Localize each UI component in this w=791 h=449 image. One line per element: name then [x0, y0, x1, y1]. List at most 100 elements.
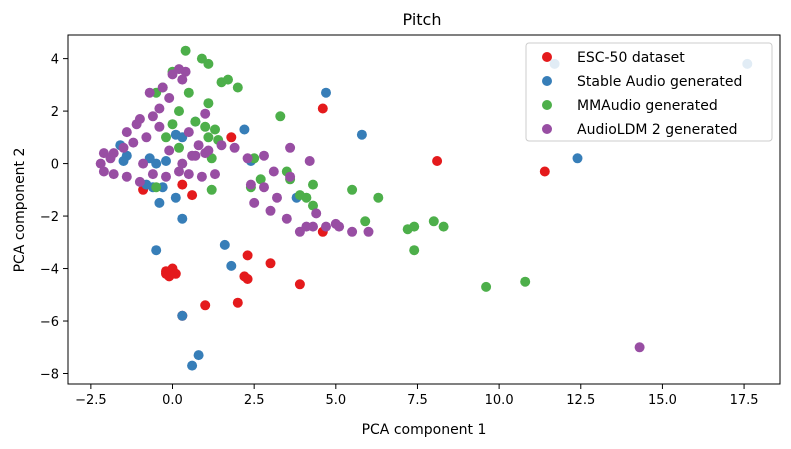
point-series-3-1: [167, 69, 178, 80]
point-series-3-45: [308, 221, 318, 232]
point-series-3-49: [334, 221, 345, 232]
point-series-2-0: [180, 45, 191, 56]
y-tick-label: 2: [51, 105, 59, 120]
legend-box: [525, 42, 773, 142]
point-series-1-22: [226, 260, 237, 271]
point-series-1-4: [321, 87, 331, 98]
point-series-0-4: [317, 103, 328, 114]
point-series-3-8: [147, 111, 158, 122]
point-series-2-5: [232, 82, 243, 93]
point-series-3-58: [164, 145, 175, 156]
point-series-2-2: [203, 58, 214, 69]
point-series-3-19: [98, 166, 109, 177]
point-series-3-43: [304, 156, 315, 166]
legend-marker-1: [542, 76, 552, 86]
point-series-2-4: [223, 74, 233, 85]
point-series-3-7: [154, 103, 165, 114]
point-series-3-61: [210, 169, 220, 180]
y-axis-ticks: −8 −6 −4 −2 0 2 4: [40, 53, 68, 383]
point-series-1-5: [239, 124, 250, 135]
point-series-3-36: [259, 182, 269, 193]
point-series-3-39: [265, 205, 276, 216]
legend-marker-3: [542, 124, 552, 134]
x-tick-label: 12.5: [566, 393, 595, 408]
point-series-0-12: [294, 279, 305, 290]
point-series-2-34: [428, 216, 439, 227]
point-series-3-31: [216, 140, 227, 151]
point-series-2-41: [206, 184, 217, 195]
y-tick-label: −4: [40, 263, 59, 278]
point-series-1-23: [177, 310, 188, 321]
point-series-3-5: [177, 74, 188, 85]
point-series-3-40: [272, 192, 282, 203]
point-series-3-24: [161, 171, 171, 182]
point-series-2-37: [520, 276, 531, 287]
point-series-0-19: [232, 297, 243, 308]
point-series-2-6: [203, 98, 214, 109]
point-series-2-20: [255, 174, 266, 185]
point-series-2-12: [210, 124, 220, 135]
point-series-0-9: [265, 258, 276, 269]
point-series-3-14: [118, 142, 129, 153]
y-axis-label: PCA component 2: [12, 148, 28, 273]
x-tick-label: 7.5: [407, 393, 428, 408]
point-series-3-57: [187, 150, 198, 161]
point-series-1-25: [187, 360, 198, 371]
y-tick-label: −8: [40, 368, 59, 383]
point-series-2-42: [151, 182, 162, 193]
legend: ESC-50 dataset Stable Audio generated MMAu…: [525, 42, 773, 142]
legend-label-3: AudioLDM 2 generated: [577, 122, 738, 138]
point-series-3-62: [183, 127, 194, 138]
point-series-2-32: [409, 221, 420, 232]
point-series-2-36: [481, 281, 492, 292]
point-series-2-9: [174, 106, 184, 117]
point-series-3-20: [108, 169, 119, 180]
x-axis-ticks: −2.5 0.0 2.5 5.0 7.5 10.0 12.5 15.0 17.5: [75, 384, 759, 408]
point-series-3-46: [311, 208, 322, 219]
point-series-3-50: [347, 226, 358, 237]
point-series-2-27: [308, 200, 318, 211]
point-series-1-17: [154, 197, 165, 208]
point-series-2-14: [161, 132, 171, 143]
point-series-1-3: [356, 129, 367, 140]
point-series-3-10: [131, 119, 142, 130]
point-series-3-53: [294, 226, 305, 237]
point-series-2-13: [167, 119, 178, 130]
plot-frame: [67, 34, 781, 385]
point-series-0-6: [539, 166, 550, 177]
legend-label-2: MMAudio generated: [577, 98, 718, 114]
point-series-3-11: [154, 121, 165, 132]
x-tick-label: −2.5: [75, 393, 107, 408]
legend-marker-2: [542, 100, 552, 110]
point-series-1-24: [193, 350, 204, 361]
point-series-3-17: [105, 153, 116, 164]
point-series-2-24: [301, 192, 312, 203]
point-series-3-42: [285, 171, 296, 182]
point-series-1-19: [177, 213, 188, 224]
point-series-2-11: [200, 121, 211, 132]
x-tick-label: 17.5: [730, 393, 759, 408]
point-series-3-13: [128, 137, 139, 148]
point-series-3-59: [121, 127, 132, 138]
point-series-3-22: [134, 176, 145, 187]
point-series-0-18: [200, 300, 211, 311]
y-tick-label: 4: [51, 53, 59, 68]
point-series-3-34: [259, 150, 269, 161]
point-series-0-1: [177, 179, 188, 190]
point-series-3-41: [285, 142, 296, 153]
point-series-3-54: [634, 342, 645, 353]
point-series-3-55: [200, 108, 211, 119]
point-series-3-2: [180, 66, 191, 77]
point-series-3-4: [164, 93, 175, 103]
x-tick-label: 2.5: [244, 393, 265, 408]
point-series-3-28: [177, 158, 188, 169]
point-series-3-33: [242, 153, 253, 164]
point-series-0-16: [170, 268, 181, 279]
point-series-3-6: [144, 87, 155, 98]
y-tick-label: 0: [51, 158, 59, 173]
y-tick-label: −2: [40, 210, 59, 225]
point-series-3-18: [95, 158, 106, 169]
x-tick-label: 10.0: [485, 393, 514, 408]
point-series-3-35: [268, 166, 279, 177]
x-tick-label: 0.0: [162, 393, 183, 408]
